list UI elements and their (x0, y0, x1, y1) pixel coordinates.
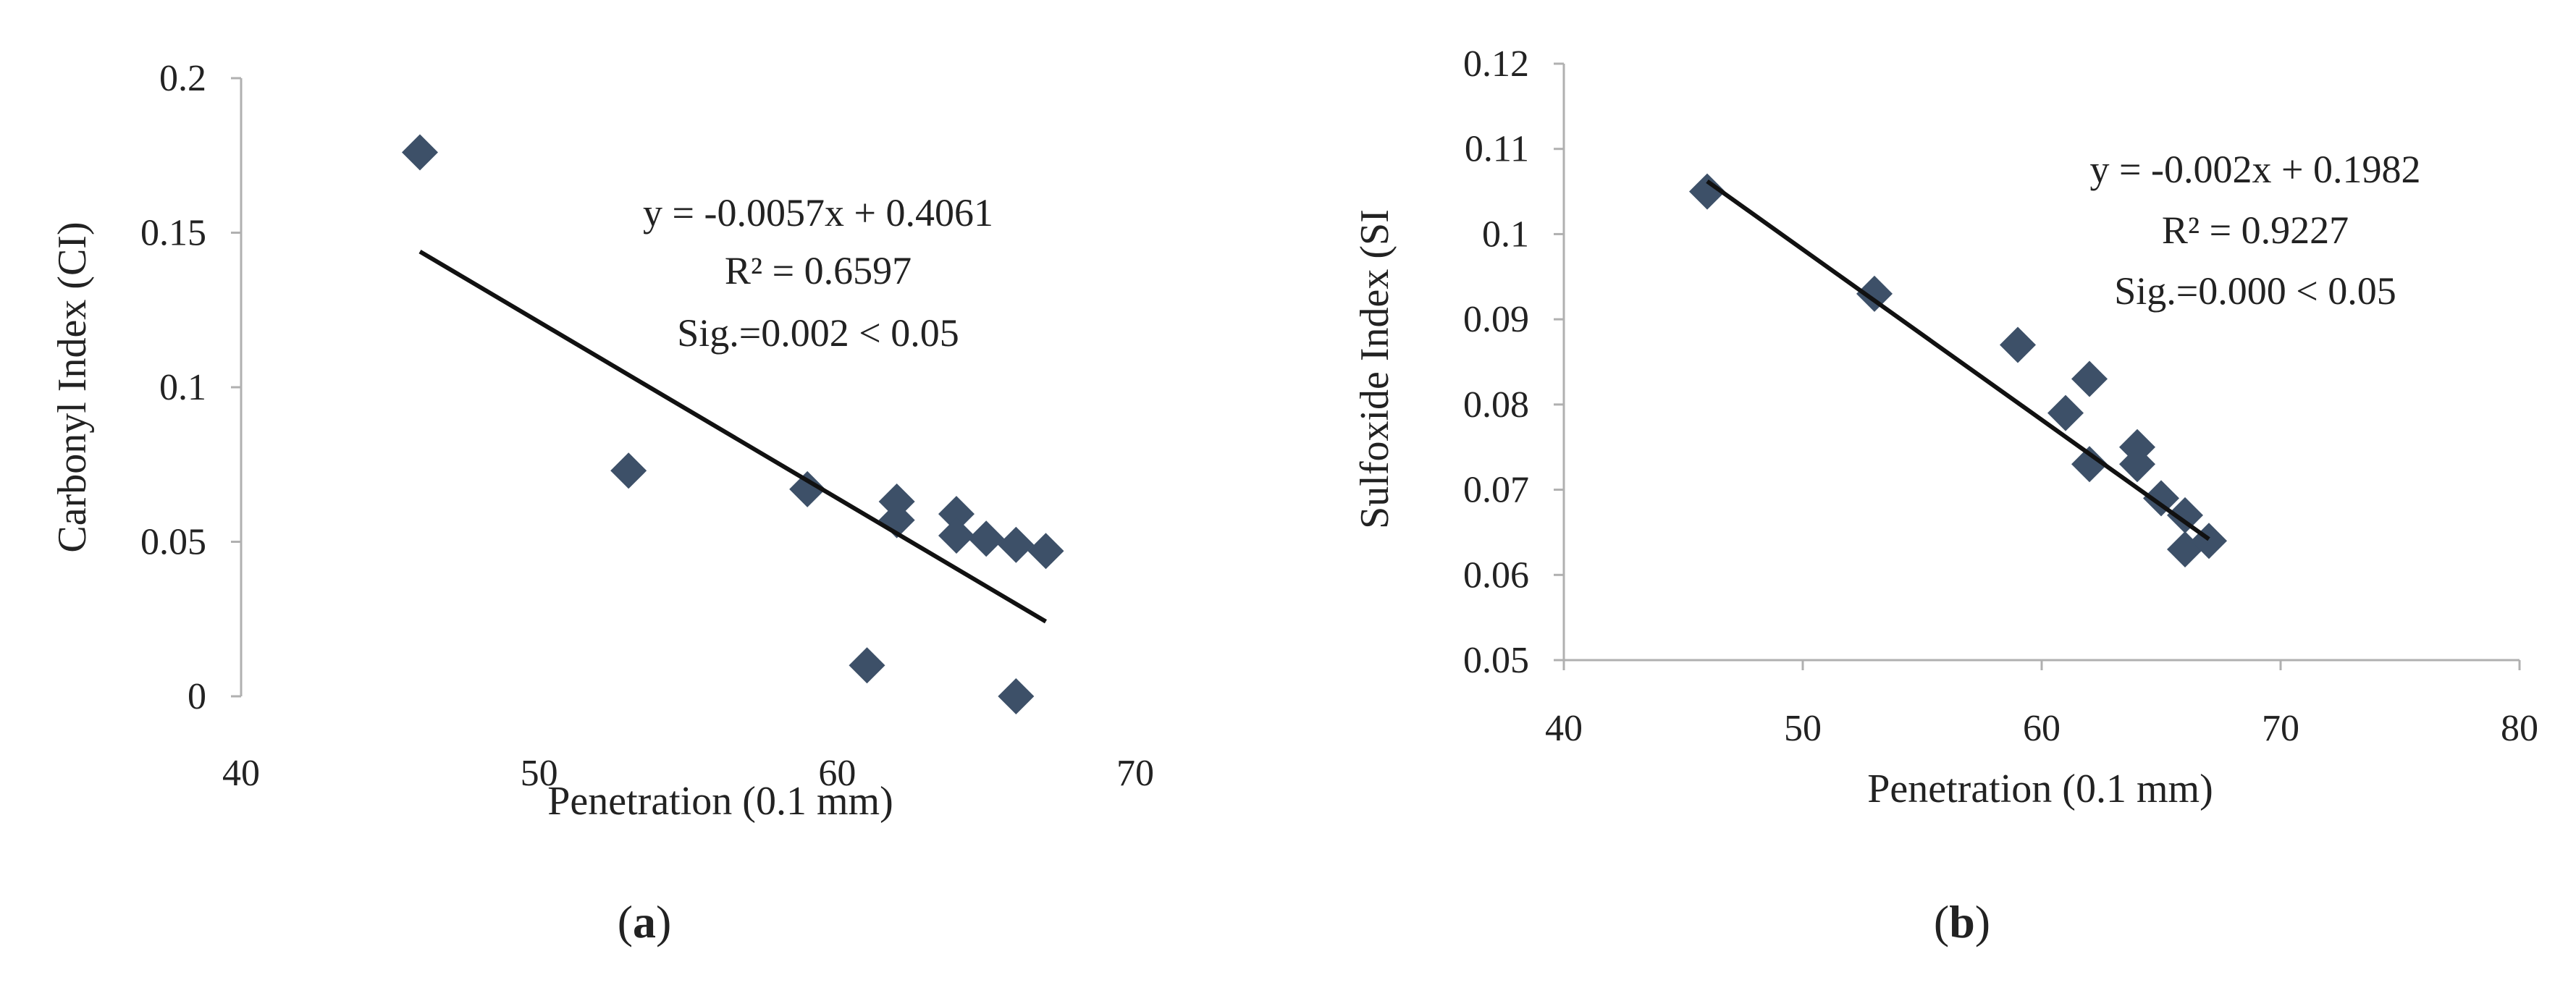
y-tick-label: 0.05 (140, 522, 206, 563)
x-tick-label: 60 (2023, 708, 2061, 749)
r-squared-b: R² = 0.9227 (2162, 208, 2349, 252)
y-tick-label: 0.11 (1465, 129, 1529, 170)
data-point (878, 483, 915, 520)
scatter-points-a (402, 134, 1064, 714)
y-tick-label: 0.12 (1463, 43, 1529, 85)
scatter-points-b (1689, 173, 2227, 567)
x-tick-label: 60 (818, 753, 856, 794)
x-tick-label: 70 (2262, 708, 2299, 749)
data-point (938, 496, 975, 533)
data-point (2119, 446, 2155, 483)
data-point (2071, 446, 2108, 483)
trend-equation-b: y = -0.002x + 0.1982 (2090, 148, 2421, 191)
data-point (789, 470, 826, 507)
data-point (1689, 173, 1725, 210)
y-tick-label: 0.1 (159, 367, 206, 408)
data-point (610, 452, 647, 489)
panel-label-a-letter: a (633, 896, 656, 947)
x-tick-label: 80 (2501, 708, 2538, 749)
data-point (968, 520, 1005, 557)
x-tick-labels-a: 40 50 60 70 (222, 753, 1154, 794)
y-axis-title-b: Sulfoxide Index (SI (1352, 209, 1397, 529)
data-point (2047, 394, 2084, 431)
data-point (2167, 497, 2203, 533)
y-axis-title-a: Carbonyl Index (CI) (50, 221, 95, 552)
panel-label-a: (a) (618, 896, 672, 947)
y-tick-label: 0.2 (159, 58, 206, 99)
x-tick-label: 50 (521, 753, 558, 794)
y-tick-label: 0.09 (1463, 299, 1529, 340)
data-point (2071, 360, 2108, 397)
x-axis-title-a: Penetration (0.1 mm) (547, 779, 893, 824)
data-point (2000, 326, 2036, 363)
data-point (1856, 275, 1893, 312)
data-point (998, 526, 1035, 563)
significance-a: Sig.=0.002 < 0.05 (677, 311, 959, 355)
chart-panel-b: 0.05 0.06 0.07 0.08 0.09 0.1 0.11 0.12 40 50 60 70… (1352, 43, 2538, 947)
y-tick-label: 0 (188, 676, 206, 717)
data-point (998, 678, 1035, 714)
r-squared-a: R² = 0.6597 (725, 249, 912, 292)
x-tick-labels-b: 40 50 60 70 80 (1545, 660, 2538, 749)
data-point (2143, 480, 2179, 517)
data-point (938, 517, 975, 554)
x-axis-title-b: Penetration (0.1 mm) (1867, 767, 2213, 811)
y-tick-label: 0.08 (1463, 384, 1529, 426)
y-tick-label: 0.07 (1463, 470, 1529, 511)
y-tick-label: 0.05 (1463, 640, 1529, 681)
y-tick-labels-a: 0 0.05 0.1 0.15 0.2 (140, 58, 241, 717)
y-tick-label: 0.06 (1463, 554, 1529, 596)
significance-b: Sig.=0.000 < 0.05 (2114, 269, 2396, 313)
y-tick-labels-b: 0.05 0.06 0.07 0.08 0.09 0.1 0.11 0.12 (1463, 43, 1564, 681)
trendline-b (1706, 180, 2210, 541)
x-tick-label: 40 (222, 753, 260, 794)
panel-label-b: (b) (1934, 896, 1990, 947)
y-tick-label: 0.1 (1482, 214, 1529, 255)
data-point (849, 647, 885, 684)
x-tick-label: 40 (1545, 708, 1583, 749)
x-tick-label: 70 (1116, 753, 1154, 794)
data-point (1027, 533, 1064, 570)
trend-equation-a: y = -0.0057x + 0.4061 (643, 191, 993, 235)
panel-label-b-letter: b (1949, 896, 1975, 947)
chart-panel-a: 0 0.05 0.1 0.15 0.2 40 50 60 70 y = -0.0057x + … (50, 58, 1154, 947)
x-tick-label: 50 (1784, 708, 1822, 749)
trendline-a (418, 249, 1048, 624)
y-tick-label: 0.15 (140, 213, 206, 254)
data-point (402, 134, 438, 171)
